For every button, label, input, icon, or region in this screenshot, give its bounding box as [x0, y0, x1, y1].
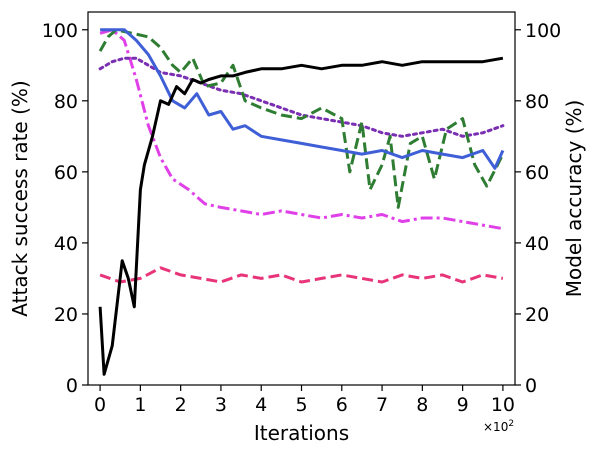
- plot-area: [98, 28, 505, 376]
- x-axis-label: Iterations: [254, 421, 349, 445]
- x-tick-label: 2: [175, 394, 187, 416]
- y-tick-label-right: 40: [525, 233, 549, 255]
- x-tick-label: 5: [295, 394, 307, 416]
- series-group: [98, 28, 505, 376]
- x-axis-scale-label: ×102: [483, 419, 514, 434]
- y-axis-label-right: Model accuracy (%): [562, 100, 586, 298]
- x-axis-scale-exponent: 2: [508, 419, 514, 429]
- y-tick-label-left: 20: [54, 304, 78, 326]
- y-axis-label-left: Attack success rate (%): [8, 80, 32, 316]
- y-tick-label-right: 100: [525, 20, 561, 42]
- x-tick-label: 6: [336, 394, 348, 416]
- x-tick-label: 9: [457, 394, 469, 416]
- series-line-5: [100, 28, 505, 170]
- x-tick-label: 0: [94, 394, 106, 416]
- y-tick-label-right: 20: [525, 304, 549, 326]
- y-tick-label-right: 60: [525, 162, 549, 184]
- x-tick-label: 7: [376, 394, 388, 416]
- series-line-6: [98, 56, 504, 376]
- y-tick-label-right: 80: [525, 91, 549, 113]
- x-tick-label: 4: [255, 394, 267, 416]
- x-tick-label: 10: [491, 394, 515, 416]
- y-tick-label-left: 80: [54, 91, 78, 113]
- series-line-1: [99, 266, 504, 284]
- y-tick-label-left: 40: [54, 233, 78, 255]
- x-tick-label: 8: [416, 394, 428, 416]
- y-tick-label-right: 0: [525, 375, 537, 397]
- series-line-2: [99, 28, 504, 231]
- x-tick-label: 1: [134, 394, 146, 416]
- y-tick-label-left: 60: [54, 162, 78, 184]
- y-tick-label-left: 100: [42, 20, 78, 42]
- x-tick-label: 3: [215, 394, 227, 416]
- series-line-4: [98, 28, 505, 209]
- series-line-3: [98, 56, 505, 138]
- y-tick-label-left: 0: [66, 375, 78, 397]
- x-axis-scale-base: ×10: [483, 420, 508, 434]
